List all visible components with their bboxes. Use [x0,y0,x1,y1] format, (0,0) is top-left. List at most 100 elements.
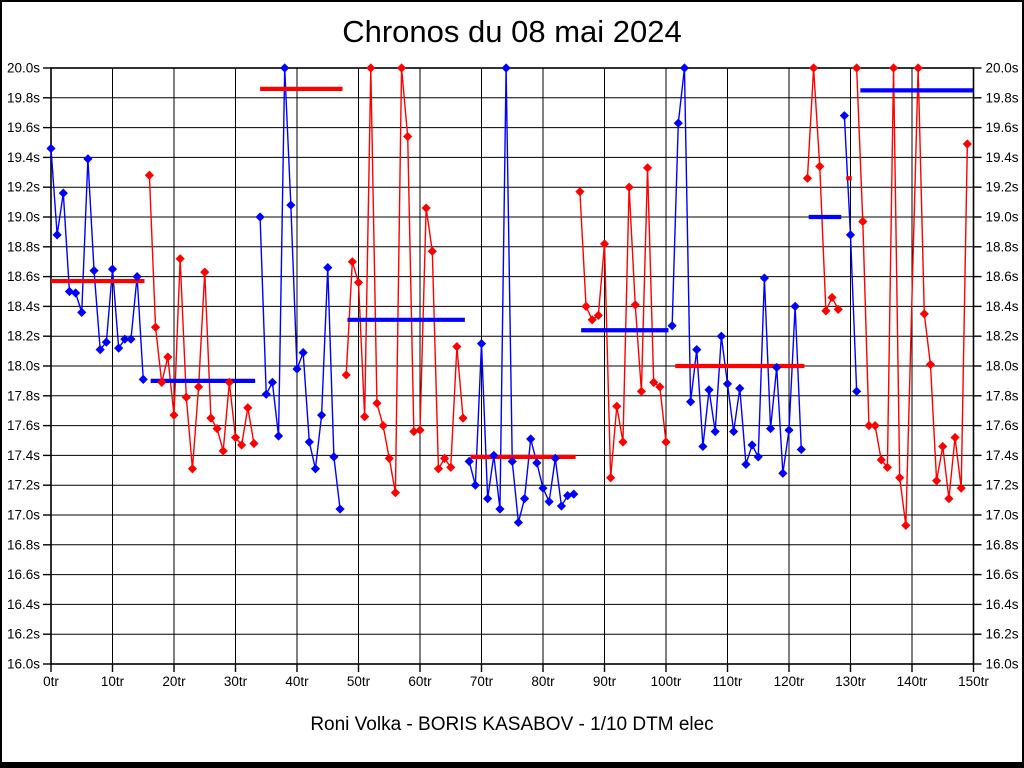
data-point [46,143,56,154]
data-point [919,309,929,319]
y-axis-labels-right: 20.0s 19.8s 19.6s 19.4s 19.2s 19.0s 18.8s 18.6s… [986,61,1019,672]
svg-text:19.2s: 19.2s [7,180,40,195]
data-point [550,453,560,463]
data-point [956,483,966,493]
svg-text:0tr: 0tr [43,674,59,689]
data-point [661,437,671,447]
data-point [206,413,216,423]
data-point [267,377,277,387]
svg-text:60tr: 60tr [408,674,432,689]
data-point [501,63,511,73]
data-point [409,426,419,437]
data-point [913,63,923,73]
chart-title: Chronos du 08 mai 2024 [342,14,682,49]
svg-text:16.0s: 16.0s [986,657,1019,672]
svg-text:100tr: 100tr [651,674,682,689]
data-point [249,438,259,449]
svg-text:120tr: 120tr [774,674,805,689]
data-point [433,464,444,474]
svg-text:17.4s: 17.4s [7,448,40,463]
data-point [52,230,62,240]
data-point [698,441,708,452]
data-point [618,437,628,447]
data-point [710,426,720,437]
axis-ticks [43,67,982,672]
data-point [950,432,960,443]
data-point [938,441,948,452]
data-point [280,63,290,73]
data-point [187,464,198,474]
data-point [556,501,567,511]
data-point [243,403,253,413]
svg-text:20.0s: 20.0s [986,61,1019,76]
svg-text:19.0s: 19.0s [986,210,1019,225]
data-point [292,364,302,374]
data-point [77,307,87,317]
data-point [421,203,431,213]
data-point [575,187,585,197]
svg-text:20tr: 20tr [162,674,186,689]
data-point [230,432,241,443]
data-point [384,453,394,463]
data-point [679,63,690,73]
data-point [544,496,554,507]
data-point [483,494,493,504]
svg-text:130tr: 130tr [835,674,866,689]
data-point [329,452,339,462]
svg-text:18.8s: 18.8s [7,239,40,254]
data-point [532,458,542,468]
data-point [895,473,905,483]
data-point [765,423,776,434]
svg-text:16.8s: 16.8s [986,537,1019,552]
data-point [181,392,191,402]
data-point [612,401,622,411]
data-point [519,494,530,504]
svg-text:17.4s: 17.4s [986,448,1019,463]
data-point [347,257,357,267]
svg-text:19.2s: 19.2s [986,180,1019,195]
data-point [587,315,597,325]
data-point [353,277,364,288]
data-point [403,131,413,142]
svg-text:20.0s: 20.0s [7,61,40,76]
data-point [815,161,825,171]
data-point [458,413,468,423]
data-point [888,63,899,73]
data-point [642,163,653,173]
svg-text:140tr: 140tr [897,674,928,689]
svg-text:80tr: 80tr [531,674,555,689]
svg-text:17.2s: 17.2s [7,478,40,493]
data-point [839,111,849,121]
svg-text:17.0s: 17.0s [986,508,1019,523]
data-point [175,254,185,264]
data-point [796,444,806,455]
data-point [71,288,81,298]
svg-text:19.4s: 19.4s [7,150,40,165]
data-point [673,118,683,128]
data-point [636,386,646,396]
svg-text:18.2s: 18.2s [7,329,40,344]
svg-text:17.6s: 17.6s [7,418,40,433]
data-point [495,504,505,514]
data-point [569,489,579,499]
data-point [667,321,677,331]
data-point [323,263,333,273]
data-point [821,306,831,316]
svg-text:17.8s: 17.8s [986,388,1019,403]
svg-text:50tr: 50tr [347,674,371,689]
svg-text:30tr: 30tr [224,674,248,689]
svg-text:16.0s: 16.0s [7,657,40,672]
data-point [704,385,714,395]
data-point [925,359,936,370]
svg-text:18.2s: 18.2s [986,329,1019,344]
data-point [563,491,573,501]
data-point [624,182,634,192]
data-point [273,431,284,441]
data-point [735,383,745,393]
svg-text:18.6s: 18.6s [7,269,40,284]
data-point [747,440,757,450]
data-point [470,480,480,490]
data-point [200,267,210,277]
